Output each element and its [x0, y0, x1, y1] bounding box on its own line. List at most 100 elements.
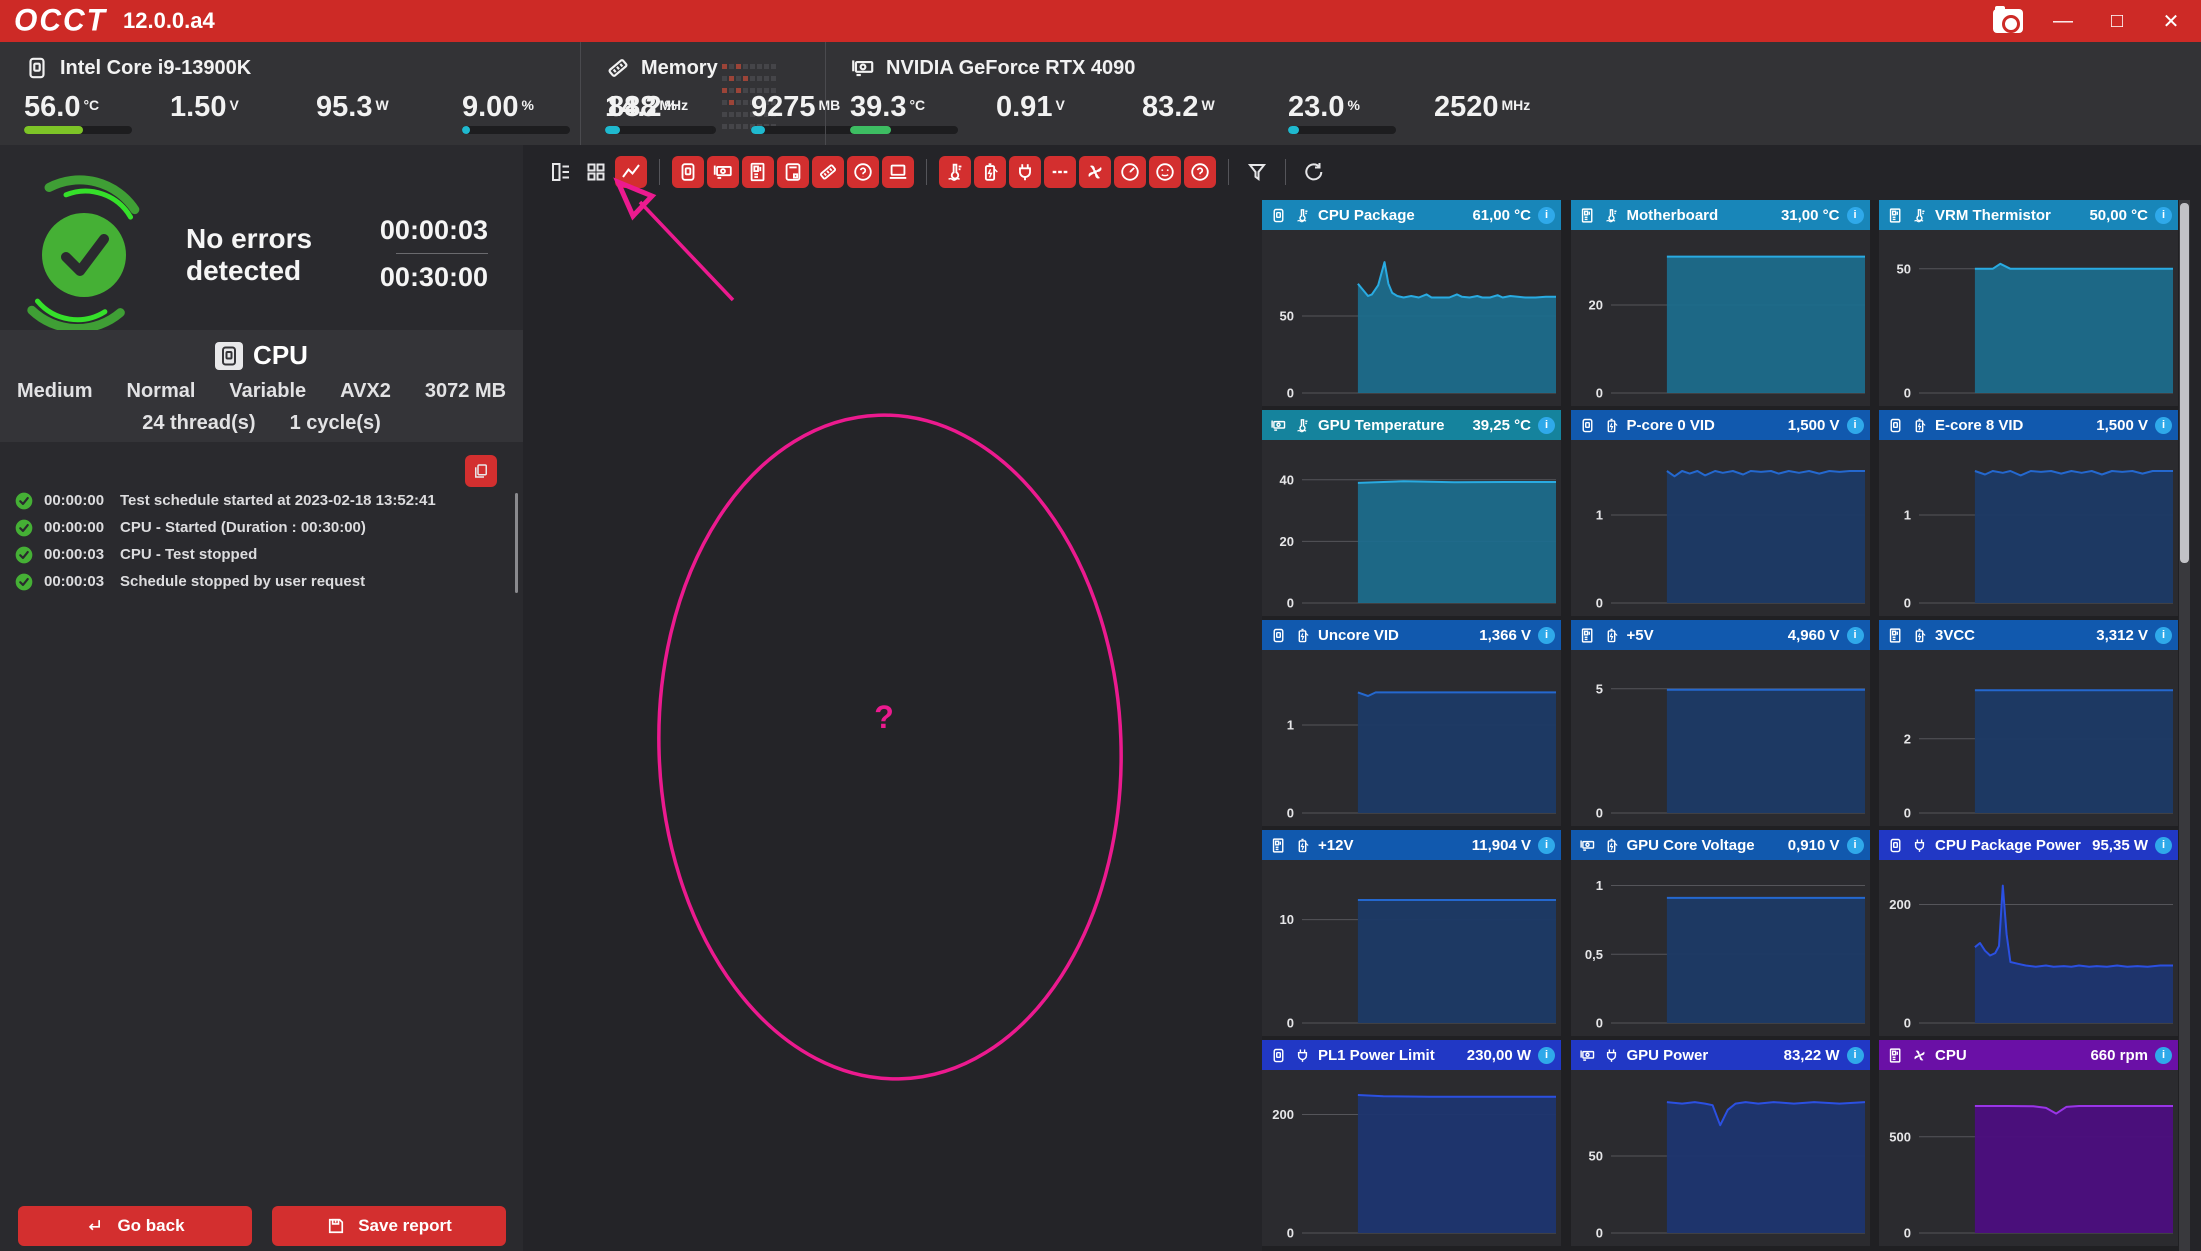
motherboard-icon — [1270, 837, 1287, 854]
info-icon[interactable]: i — [2155, 416, 2172, 434]
info-icon[interactable]: i — [2155, 206, 2172, 224]
core-cell — [736, 88, 741, 93]
toolbar-help-button[interactable] — [847, 156, 879, 188]
chart-header[interactable]: VRM Thermistor 50,00 °C i — [1879, 200, 2178, 230]
stat-value: 39.3 °C — [850, 91, 926, 123]
log-entry: 00:00:03 Schedule stopped by user reques… — [14, 568, 494, 595]
chart-plot: 0 20 — [1588, 255, 1865, 401]
info-icon[interactable]: i — [1538, 416, 1555, 434]
maximize-button[interactable]: □ — [2110, 9, 2124, 32]
toolbar-plug-button[interactable] — [1009, 156, 1041, 188]
info-icon[interactable]: i — [2155, 1046, 2172, 1064]
chart-header[interactable]: E-core 8 VID 1,500 V i — [1879, 410, 2178, 440]
battery-icon — [1603, 627, 1620, 644]
screenshot-camera-button[interactable] — [1993, 6, 2023, 33]
go-back-button[interactable]: Go back — [18, 1206, 252, 1246]
close-button[interactable]: ✕ — [2162, 10, 2180, 33]
chart-line — [1357, 261, 1556, 299]
chart-header[interactable]: Uncore VID 1,366 V i — [1262, 620, 1561, 650]
chart-header[interactable]: GPU Power 83,22 W i — [1570, 1040, 1870, 1070]
gpu-stat-1: 0.91 V — [996, 90, 1104, 134]
battery-icon — [1294, 837, 1311, 854]
chart-panel: PL1 Power Limit 230,00 W i 0 200 — [1262, 1040, 1561, 1246]
info-icon[interactable]: i — [2155, 626, 2172, 644]
chart-scrollbar[interactable] — [2179, 200, 2190, 1251]
chart-header[interactable]: +12V 11,904 V i — [1262, 830, 1561, 860]
chart-area — [1357, 481, 1556, 603]
chart-panel: Motherboard 31,00 °C i 0 20 — [1570, 200, 1870, 406]
info-icon[interactable]: i — [1538, 206, 1555, 224]
save-report-button[interactable]: Save report — [272, 1206, 506, 1246]
core-cell — [764, 88, 769, 93]
chart-header[interactable]: 3VCC 3,312 V i — [1879, 620, 2178, 650]
core-cell — [743, 124, 748, 129]
chart-title: P-core 0 VID — [1626, 416, 1715, 434]
thermometer-icon — [1294, 207, 1311, 224]
toolbar-gauge-button[interactable] — [1114, 156, 1146, 188]
chart-header[interactable]: CPU 660 rpm i — [1879, 1040, 2178, 1070]
gpu-icon — [850, 55, 876, 81]
svg-text:0: 0 — [1287, 386, 1294, 401]
timer-divider — [396, 253, 488, 254]
chart-line — [1357, 1094, 1556, 1098]
toolbar-fan-button[interactable] — [1079, 156, 1111, 188]
toolbar-reset-button[interactable] — [1298, 156, 1330, 188]
toolbar-battery-button[interactable] — [974, 156, 1006, 188]
toolbar-help-button[interactable] — [1184, 156, 1216, 188]
toolbar-gpu-button[interactable] — [707, 156, 739, 188]
toolbar-rails-button[interactable] — [1044, 156, 1076, 188]
info-icon[interactable]: i — [1846, 836, 1864, 854]
toolbar-filter-button[interactable] — [1241, 156, 1273, 188]
stat-bar — [605, 126, 713, 134]
minimize-button[interactable]: — — [2053, 9, 2073, 32]
toolbar-view-grid-button[interactable] — [580, 156, 612, 188]
toolbar-dial-button[interactable] — [1149, 156, 1181, 188]
test-config-value: Variable — [229, 380, 307, 402]
core-cell — [750, 64, 755, 69]
chart-plot: 01 — [1287, 691, 1556, 821]
info-icon[interactable]: i — [2155, 836, 2172, 854]
chart-header[interactable]: GPU Temperature 39,25 °C i — [1262, 410, 1561, 440]
chart-area — [1357, 1095, 1556, 1233]
chart-plot: 0 50 — [1588, 1101, 1865, 1241]
core-cell — [750, 112, 755, 117]
svg-text:50: 50 — [1280, 309, 1294, 324]
toolbar-screen-button[interactable] — [882, 156, 914, 188]
chart-line — [1974, 884, 2173, 968]
info-icon[interactable]: i — [1846, 206, 1864, 224]
info-icon[interactable]: i — [1846, 416, 1864, 434]
toolbar-ram-button[interactable] — [812, 156, 844, 188]
copy-log-button[interactable] — [465, 455, 497, 487]
chart-value: 11,904 V — [1471, 836, 1531, 854]
toolbar-view-chart-button[interactable] — [615, 156, 647, 188]
motherboard-icon — [1579, 627, 1596, 644]
toolbar-drive-button[interactable] — [777, 156, 809, 188]
info-icon[interactable]: i — [1538, 836, 1555, 854]
chart-value: 1,366 V — [1479, 626, 1531, 644]
chart-line — [1357, 691, 1556, 697]
log-scrollbar[interactable] — [515, 493, 518, 593]
core-cell — [771, 76, 776, 81]
toolbar-view-list-button[interactable] — [545, 156, 577, 188]
cpu-icon — [1270, 1047, 1287, 1064]
hardware-bar: Intel Core i9-13900K 56.0 °C 1.50 V 95.3 W … — [0, 42, 2201, 145]
info-icon[interactable]: i — [1538, 626, 1555, 644]
success-check-icon — [27, 175, 140, 334]
chart-header[interactable]: PL1 Power Limit 230,00 W i — [1262, 1040, 1561, 1070]
motherboard-icon — [1887, 1047, 1904, 1064]
chart-header[interactable]: +5V 4,960 V i — [1570, 620, 1870, 650]
chart-header[interactable]: CPU Package 61,00 °C i — [1262, 200, 1561, 230]
toolbar-thermometer-button[interactable] — [939, 156, 971, 188]
toolbar-motherboard-button[interactable] — [742, 156, 774, 188]
chart-header[interactable]: GPU Core Voltage 0,910 V i — [1570, 830, 1870, 860]
info-icon[interactable]: i — [1846, 1046, 1864, 1064]
core-cell — [729, 88, 734, 93]
chart-header[interactable]: CPU Package Power 95,35 W i — [1879, 830, 2178, 860]
check-icon — [14, 545, 34, 565]
chart-header[interactable]: P-core 0 VID 1,500 V i — [1570, 410, 1870, 440]
info-icon[interactable]: i — [1538, 1046, 1555, 1064]
chart-header[interactable]: Motherboard 31,00 °C i — [1570, 200, 1870, 230]
info-icon[interactable]: i — [1846, 626, 1864, 644]
toolbar-cpu-button[interactable] — [672, 156, 704, 188]
footer-buttons: Go back Save report — [0, 1206, 523, 1251]
